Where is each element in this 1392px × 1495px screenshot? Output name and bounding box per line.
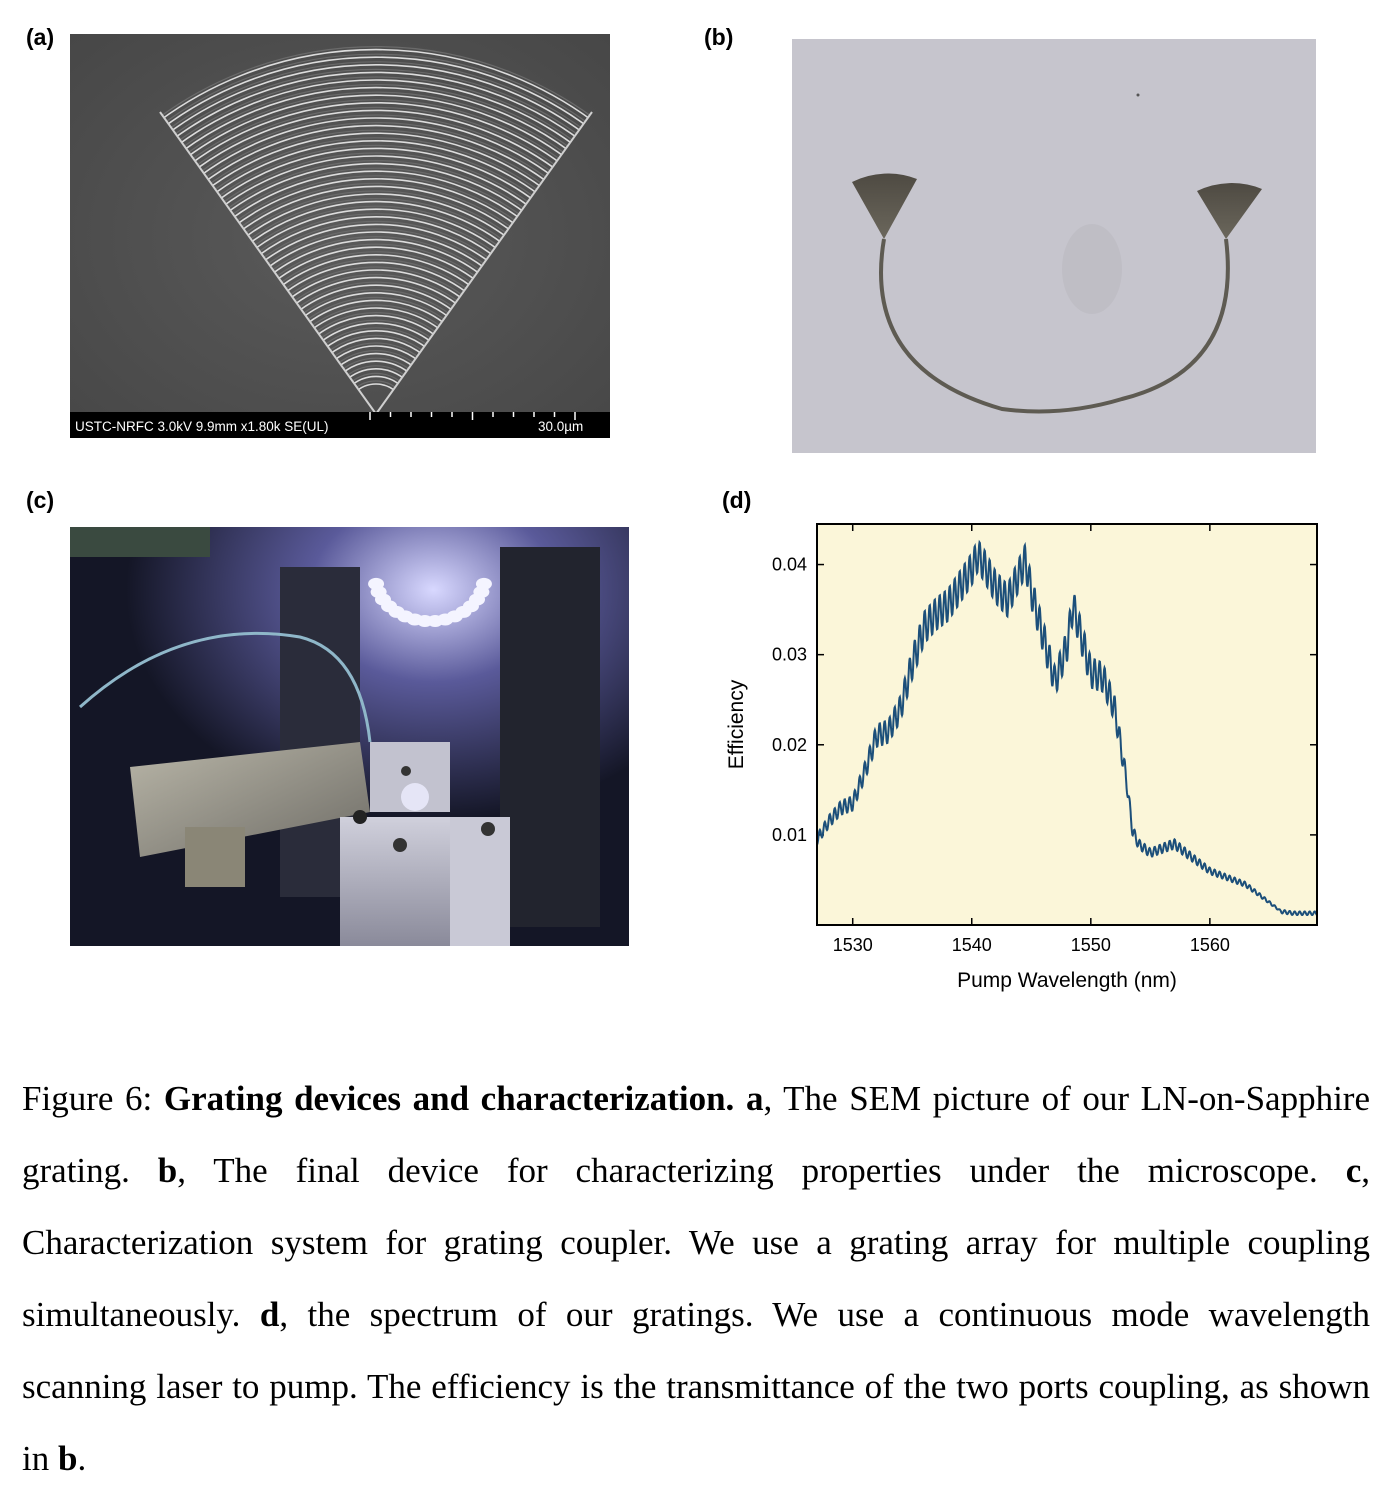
x-axis-label: Pump Wavelength (nm): [957, 969, 1177, 992]
plot-frame: [816, 523, 1318, 926]
caption-title: Grating devices and characterization.: [163, 1079, 735, 1118]
figure-caption: Figure 6: Grating devices and characteri…: [22, 1063, 1370, 1495]
caption-part-a-letter: a: [745, 1079, 764, 1118]
caption-part-a-text: , The SEM picture of our LN-on-Sapphire …: [22, 1079, 1371, 1190]
setup-photo-drawing: [70, 527, 629, 946]
caption-figure-label: Figure 6:: [22, 1079, 153, 1118]
x-tick-label: 1530: [833, 935, 873, 955]
y-tick-label: 0.01: [772, 825, 807, 845]
device-microscope-drawing: [792, 39, 1316, 453]
caption-part-c-text: , Characterization system for grating co…: [22, 1151, 1371, 1334]
grating-sem-drawing: [70, 34, 610, 438]
sem-info-text: USTC-NRFC 3.0kV 9.9mm x1.80k SE(UL): [75, 419, 329, 434]
efficiency-chart-svg: 1530 1540 1550 1560 0.01 0.02 0.03 0.04 Pump W…: [725, 523, 1318, 992]
caption-part-b-letter: b: [157, 1151, 178, 1190]
plot-area: [817, 524, 1317, 925]
x-tick-label: 1540: [952, 935, 992, 955]
y-axis-label: Efficiency: [725, 679, 748, 769]
sem-info-bar: USTC-NRFC 3.0kV 9.9mm x1.80k SE(UL) 30.0…: [70, 412, 610, 438]
caption-part-d-letter: d: [259, 1295, 280, 1334]
panel-label-d: (d): [722, 487, 752, 513]
panel-label-b: (b): [704, 24, 734, 50]
efficiency-series-line: [816, 539, 1318, 916]
y-tick-label: 0.02: [772, 735, 807, 755]
sem-scale-label: 30.0µm: [538, 419, 584, 434]
panel-label-c: (c): [26, 487, 55, 513]
caption-part-d-text: , the spectrum of our gratings. We use a…: [22, 1295, 1371, 1478]
caption-final-ref: b: [57, 1439, 78, 1478]
x-tick-label: 1560: [1190, 935, 1230, 955]
y-tick-label: 0.03: [772, 645, 807, 665]
efficiency-chart: 1530 1540 1550 1560 0.01 0.02 0.03 0.04 Pump W…: [710, 480, 1350, 1000]
microscope-image: [792, 39, 1316, 453]
y-tick-label: 0.04: [772, 555, 807, 575]
sem-image: USTC-NRFC 3.0kV 9.9mm x1.80k SE(UL) 30.0…: [70, 34, 610, 438]
caption-part-b-text: , The final device for characterizing pr…: [177, 1151, 1318, 1190]
x-tick-label: 1550: [1071, 935, 1111, 955]
caption-part-c-letter: c: [1345, 1151, 1362, 1190]
setup-photo: [70, 527, 629, 946]
caption-final-period: .: [77, 1439, 87, 1478]
panel-label-a: (a): [26, 24, 55, 50]
